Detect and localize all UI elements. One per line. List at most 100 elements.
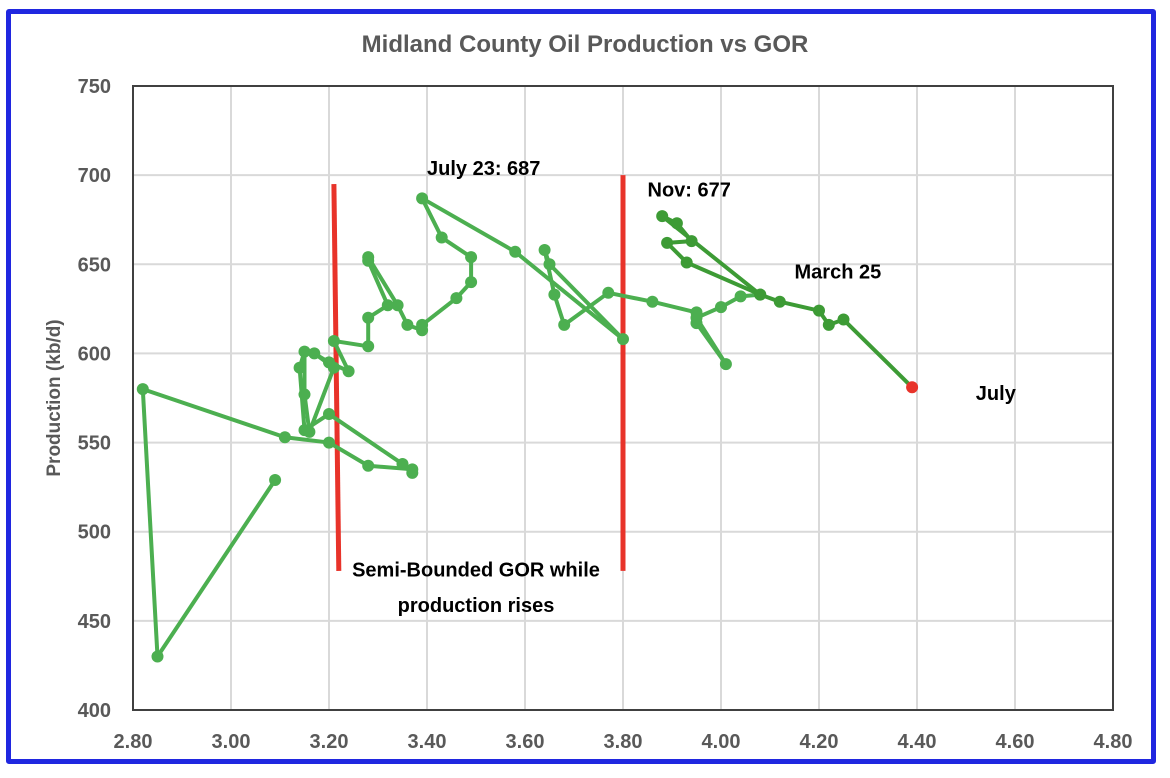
- data-point: [362, 251, 375, 264]
- data-point: [661, 236, 674, 249]
- x-tick-label: 3.00: [212, 731, 251, 753]
- data-point: [416, 192, 429, 205]
- y-axis-ticks: 400 450 500 550 600 650 700 750: [78, 76, 111, 722]
- x-tick-label: 2.80: [114, 731, 153, 753]
- series-segment: [140, 387, 287, 440]
- data-point: [327, 334, 340, 347]
- data-point: [465, 276, 478, 289]
- plot-area-border: [132, 85, 1114, 711]
- data-point: [656, 210, 669, 223]
- series-segment: [841, 317, 915, 390]
- series-segment: [420, 296, 459, 327]
- data-point: [734, 290, 747, 303]
- data-point: [754, 288, 767, 301]
- data-point: [813, 304, 825, 317]
- series-segment: [420, 196, 444, 240]
- series-segment: [562, 290, 611, 327]
- series-segment: [366, 255, 400, 308]
- y-tick-label: 400: [78, 700, 111, 722]
- data-point: [602, 286, 615, 299]
- data-point: [670, 217, 683, 230]
- series-segment: [327, 412, 405, 466]
- annotation-label: July: [976, 383, 1017, 405]
- data-point: [323, 356, 335, 369]
- data-point: [906, 381, 919, 394]
- x-tick-label: 4.20: [800, 731, 839, 753]
- series-segment: [513, 249, 625, 342]
- data-point: [323, 436, 335, 449]
- data-point: [298, 388, 311, 401]
- data-point: [773, 295, 786, 308]
- y-tick-label: 550: [78, 433, 111, 455]
- y-tick-label: 450: [78, 611, 111, 633]
- data-point: [308, 347, 321, 360]
- data-point: [362, 459, 375, 472]
- series-segment: [302, 392, 312, 434]
- data-point: [690, 311, 703, 324]
- data-point: [646, 295, 659, 308]
- series-segment: [366, 258, 390, 308]
- data-point: [416, 318, 429, 331]
- x-tick-label: 3.20: [310, 731, 349, 753]
- data-point: [685, 235, 698, 248]
- y-tick-label: 600: [78, 343, 111, 365]
- data-point: [715, 301, 727, 314]
- data-point: [269, 474, 282, 487]
- chart-frame: [6, 9, 1156, 764]
- data-point: [719, 358, 732, 371]
- data-point: [401, 318, 414, 331]
- data-point: [465, 251, 478, 264]
- data-point: [617, 333, 629, 346]
- x-tick-label: 4.40: [898, 731, 937, 753]
- y-axis-label: Production (kb/d): [44, 319, 65, 476]
- x-tick-label: 4.60: [996, 731, 1035, 753]
- data-point: [136, 383, 149, 396]
- series-segment: [140, 387, 160, 659]
- data-point: [558, 318, 571, 331]
- data-point: [391, 299, 404, 312]
- x-tick-label: 3.60: [506, 731, 545, 753]
- data-point: [450, 292, 463, 305]
- data-point: [509, 245, 522, 258]
- series-segment: [420, 196, 518, 254]
- series-segment: [650, 299, 699, 315]
- data-point: [548, 288, 561, 301]
- series-segment: [777, 299, 821, 313]
- series-segment: [327, 440, 371, 468]
- series-segment: [660, 214, 763, 297]
- data-point: [303, 425, 316, 438]
- series-segment: [606, 290, 655, 304]
- data-point: [151, 650, 164, 663]
- series-segment: [542, 248, 557, 297]
- series-segment: [307, 365, 336, 434]
- data-point: [298, 345, 311, 358]
- annotation-label: Semi-Bounded GOR while: [352, 559, 600, 581]
- data-point: [362, 340, 375, 353]
- data-point: [435, 231, 448, 244]
- data-point: [293, 361, 306, 374]
- series-midland: [136, 192, 919, 663]
- data-point: [538, 244, 551, 257]
- y-tick-label: 700: [78, 165, 111, 187]
- y-tick-label: 750: [78, 76, 111, 98]
- reference-line-left-bound: [331, 184, 342, 571]
- x-tick-label: 4.00: [702, 731, 741, 753]
- annotation-label: July 23: 687: [427, 158, 540, 180]
- data-point: [342, 365, 355, 378]
- data-point: [543, 258, 556, 271]
- annotation-label: March 25: [795, 262, 882, 284]
- series-segment: [282, 435, 331, 445]
- data-point: [680, 256, 693, 269]
- data-point: [837, 313, 850, 326]
- data-point: [406, 466, 419, 479]
- data-point: [323, 408, 335, 421]
- reference-lines: [331, 175, 626, 571]
- chart-title: Midland County Oil Production vs GOR: [362, 31, 809, 58]
- data-point: [278, 431, 291, 444]
- annotation-label: Nov: 677: [648, 180, 731, 202]
- data-point: [822, 318, 835, 331]
- x-tick-label: 4.80: [1094, 731, 1133, 753]
- data-point: [362, 311, 375, 324]
- x-axis-ticks: 2.80 3.00 3.20 3.40 3.60 3.80 4.00 4.20 4.40 4.60…: [114, 731, 1133, 753]
